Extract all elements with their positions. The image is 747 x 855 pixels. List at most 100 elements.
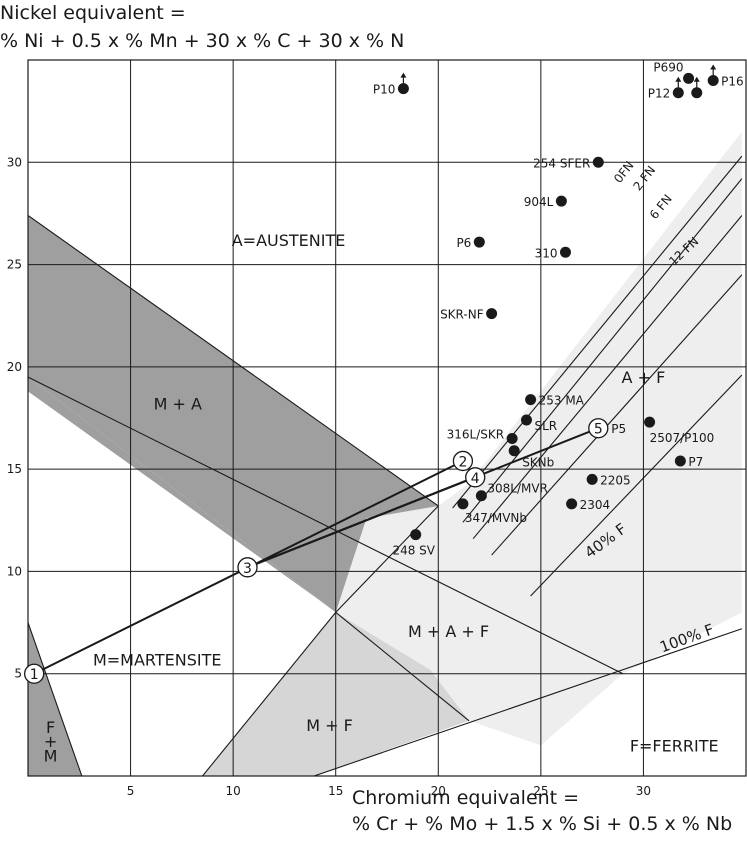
x-tick-label-5: 30	[636, 784, 651, 798]
mixing-marker-4	[588, 418, 609, 439]
region-a-plus-f-lower-fill	[366, 505, 595, 674]
data-point-6	[555, 195, 567, 207]
region-label-1: M + A	[154, 395, 202, 414]
boundary-f-m	[28, 622, 83, 776]
data-point-label-2: P12	[648, 87, 671, 101]
data-point-17	[475, 490, 487, 502]
data-point-label-11: SLR	[534, 419, 557, 433]
region-label-0: A=AUSTENITE	[232, 231, 346, 250]
line-40-f	[530, 374, 743, 597]
mixing-marker-label-3: 4	[471, 471, 480, 487]
mixing-marker-label-0: 1	[30, 667, 39, 683]
data-point-label-6: 904L	[524, 195, 554, 209]
x-axis-title-line-2: % Cr + % Mo + 1.5 x % Si + 0.5 x % Nb	[352, 813, 733, 835]
region-label-7: F	[46, 718, 55, 737]
mixing-marker-2	[237, 557, 258, 578]
x-tick-label-4: 25	[533, 784, 548, 798]
region-ferrite-strip-fill	[335, 612, 623, 746]
mixing-marker-1	[452, 450, 474, 472]
region-a-plus-f-fill	[438, 131, 742, 674]
y-tick-label-0: 5	[14, 667, 22, 681]
data-point-4	[707, 74, 719, 86]
data-point-label-9: SKR-NF	[440, 308, 484, 322]
data-point-label-15: P7	[688, 455, 703, 469]
data-point-arrowhead-2	[675, 76, 682, 82]
boundary-mf-left	[201, 611, 337, 776]
line-12fn	[491, 274, 743, 556]
data-point-label-18: 2304	[580, 498, 611, 512]
boundary-mf-right	[335, 611, 470, 722]
x-axis-title-line-1: Chromium equivalent =	[352, 787, 580, 809]
data-point-label-19: 347/MVNb	[465, 511, 527, 525]
y-tick-label-5: 30	[7, 155, 22, 169]
data-point-20	[410, 529, 422, 541]
ferrite-line-label-2: 6 FN	[647, 192, 675, 222]
x-tick-label-3: 20	[431, 784, 446, 798]
data-point-label-8: 310	[535, 246, 558, 260]
y-axis-title-line-1: Nickel equivalent =	[0, 2, 186, 24]
data-point-label-1: P690	[653, 60, 683, 74]
region-label-9: M	[44, 747, 58, 766]
data-point-1	[683, 72, 695, 84]
y-tick-label-1: 10	[7, 564, 22, 578]
data-point-15	[674, 455, 686, 467]
x-tick-label-2: 15	[328, 784, 343, 798]
region-m-plus-a-edge	[28, 377, 336, 613]
data-point-3	[691, 87, 703, 99]
data-point-13	[508, 445, 520, 457]
data-point-label-14: 2507/P100	[650, 431, 715, 445]
region-label-6: F=FERRITE	[630, 736, 719, 755]
boundary-martensite-ferrite	[28, 376, 624, 675]
line-100-f	[312, 628, 743, 776]
mixing-marker-3	[465, 467, 486, 488]
region-label-4: M=MARTENSITE	[93, 650, 222, 669]
y-tick-label-3: 20	[7, 360, 22, 374]
data-point-12	[506, 432, 518, 444]
data-point-19	[457, 498, 469, 510]
region-label-8: +	[44, 732, 57, 751]
data-point-7	[473, 236, 485, 248]
y-tick-label-4: 25	[7, 258, 22, 272]
mixing-marker-label-2: 3	[243, 561, 252, 577]
data-point-18	[566, 498, 578, 510]
data-point-label-10: 253 MA	[539, 394, 585, 408]
line-2fn	[462, 178, 743, 523]
x-tick-label-0: 5	[127, 784, 135, 798]
data-point-16	[586, 473, 598, 485]
data-point-arrowhead-4	[710, 64, 717, 70]
data-point-14	[644, 416, 656, 428]
data-point-0	[397, 83, 409, 95]
data-point-label-0: P10	[373, 83, 396, 97]
data-point-10	[525, 394, 537, 406]
data-point-9	[486, 308, 498, 320]
line-0fn	[452, 155, 743, 509]
point-label-p5: P5	[611, 422, 626, 436]
line-6fn	[472, 215, 743, 540]
data-point-8	[559, 246, 571, 258]
mixing-marker-0	[24, 663, 45, 684]
data-point-label-7: P6	[456, 236, 471, 250]
y-tick-label-2: 15	[7, 462, 22, 476]
y-axis-title-line-2: % Ni + 0.5 x % Mn + 30 x % C + 30 x % N	[0, 30, 405, 52]
plot-frame	[27, 59, 747, 777]
region-m-a-f-fill	[335, 518, 595, 674]
data-point-2	[672, 87, 684, 99]
data-point-label-4: P16	[721, 74, 744, 88]
mixing-line-2	[247, 427, 599, 569]
data-point-label-13: SKNb	[522, 456, 554, 470]
region-label-5: M + F	[306, 716, 353, 735]
data-point-label-20: 248 SV	[392, 544, 435, 558]
region-label-3: M + A + F	[408, 622, 489, 641]
data-point-label-5: 254 SFER	[533, 156, 590, 170]
data-point-5	[592, 156, 604, 168]
mixing-marker-label-4: 5	[594, 422, 603, 438]
data-point-label-17: 308L/MVR	[487, 482, 548, 496]
region-label-2: A + F	[622, 368, 666, 387]
data-point-11	[520, 414, 532, 426]
x-tick-label-1: 10	[226, 784, 241, 798]
boundary-austenite	[28, 215, 439, 507]
data-point-label-12: 316L/SKR	[447, 427, 504, 441]
data-point-arrowhead-0	[400, 72, 407, 78]
mixing-marker-label-1: 2	[458, 454, 467, 470]
